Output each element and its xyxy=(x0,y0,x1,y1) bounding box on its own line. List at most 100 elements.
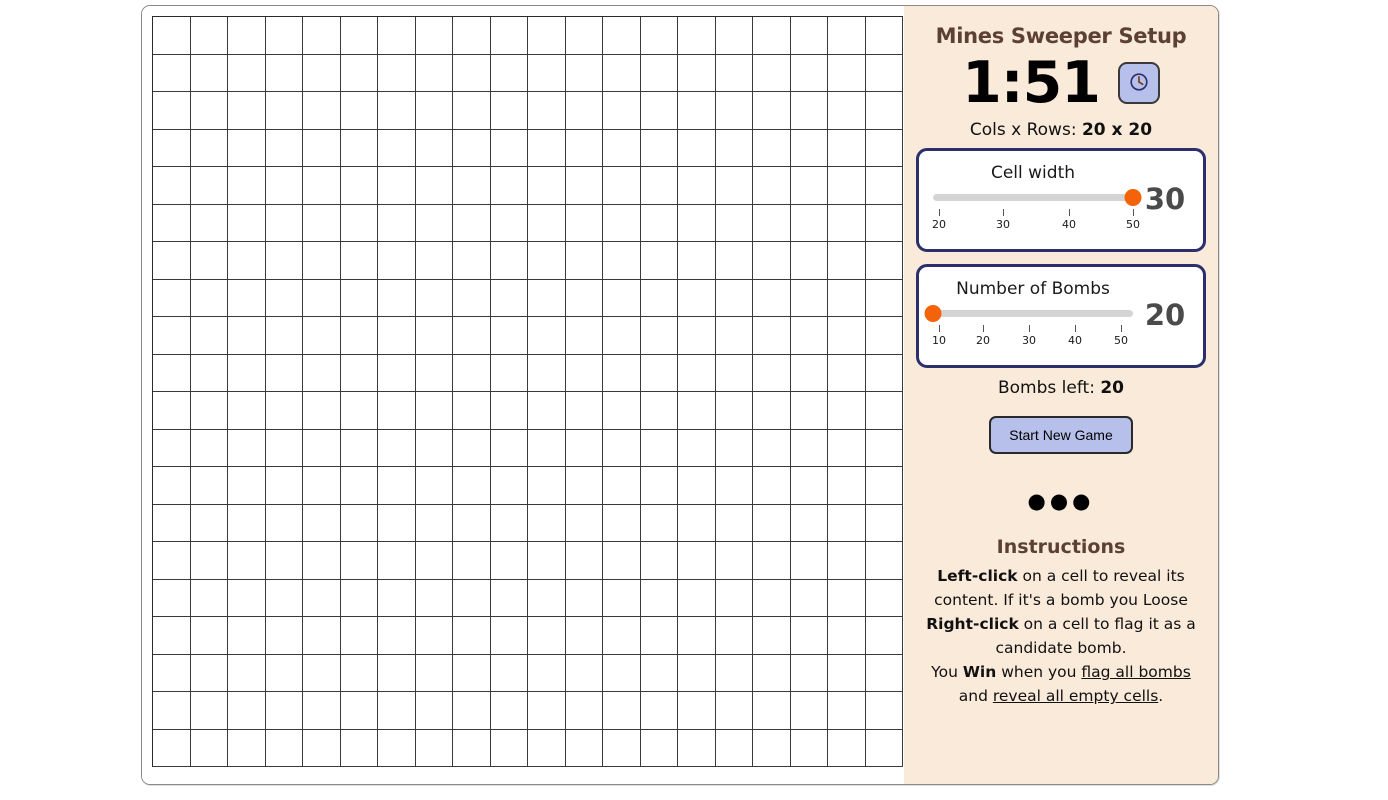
grid-cell[interactable] xyxy=(678,279,716,317)
grid-cell[interactable] xyxy=(640,504,678,542)
grid-cell[interactable] xyxy=(340,429,378,467)
grid-cell[interactable] xyxy=(190,354,228,392)
grid-cell[interactable] xyxy=(228,617,266,655)
grid-cell[interactable] xyxy=(640,729,678,767)
grid-cell[interactable] xyxy=(565,54,603,92)
grid-cell[interactable] xyxy=(265,17,303,55)
grid-cell[interactable] xyxy=(640,317,678,355)
grid-cell[interactable] xyxy=(340,92,378,130)
grid-cell[interactable] xyxy=(153,579,191,617)
grid-cell[interactable] xyxy=(640,129,678,167)
grid-cell[interactable] xyxy=(565,429,603,467)
grid-cell[interactable] xyxy=(678,504,716,542)
grid-cell[interactable] xyxy=(753,317,791,355)
grid-cell[interactable] xyxy=(790,54,828,92)
grid-cell[interactable] xyxy=(640,167,678,205)
grid-cell[interactable] xyxy=(640,354,678,392)
grid-cell[interactable] xyxy=(715,242,753,280)
grid-cell[interactable] xyxy=(865,692,903,730)
grid-cell[interactable] xyxy=(153,504,191,542)
grid-cell[interactable] xyxy=(715,54,753,92)
grid-cell[interactable] xyxy=(715,354,753,392)
grid-cell[interactable] xyxy=(640,204,678,242)
grid-cell[interactable] xyxy=(490,167,528,205)
grid-cell[interactable] xyxy=(865,579,903,617)
grid-cell[interactable] xyxy=(865,317,903,355)
grid-cell[interactable] xyxy=(453,467,491,505)
grid-cell[interactable] xyxy=(453,92,491,130)
grid-cell[interactable] xyxy=(715,167,753,205)
grid-cell[interactable] xyxy=(153,692,191,730)
grid-cell[interactable] xyxy=(190,617,228,655)
grid-cell[interactable] xyxy=(378,617,416,655)
grid-cell[interactable] xyxy=(303,129,341,167)
grid-cell[interactable] xyxy=(453,354,491,392)
grid-cell[interactable] xyxy=(790,167,828,205)
grid-cell[interactable] xyxy=(228,467,266,505)
grid-cell[interactable] xyxy=(828,617,866,655)
grid-cell[interactable] xyxy=(453,204,491,242)
grid-cell[interactable] xyxy=(490,692,528,730)
grid-cell[interactable] xyxy=(340,654,378,692)
grid-cell[interactable] xyxy=(790,504,828,542)
grid-cell[interactable] xyxy=(678,204,716,242)
grid-cell[interactable] xyxy=(828,242,866,280)
grid-cell[interactable] xyxy=(865,92,903,130)
grid-cell[interactable] xyxy=(828,692,866,730)
grid-cell[interactable] xyxy=(378,204,416,242)
grid-cell[interactable] xyxy=(265,392,303,430)
grid-cell[interactable] xyxy=(303,167,341,205)
grid-cell[interactable] xyxy=(565,392,603,430)
grid-cell[interactable] xyxy=(603,579,641,617)
grid-cell[interactable] xyxy=(153,242,191,280)
slider-track-number-of-bombs[interactable] xyxy=(933,310,1133,317)
grid-cell[interactable] xyxy=(828,354,866,392)
grid-cell[interactable] xyxy=(865,654,903,692)
grid-cell[interactable] xyxy=(490,204,528,242)
grid-cell[interactable] xyxy=(715,579,753,617)
grid-cell[interactable] xyxy=(378,242,416,280)
grid-cell[interactable] xyxy=(303,692,341,730)
slider-cell-width[interactable] xyxy=(933,189,1142,206)
grid-cell[interactable] xyxy=(640,279,678,317)
grid-cell[interactable] xyxy=(528,129,566,167)
grid-cell[interactable] xyxy=(265,429,303,467)
grid-cell[interactable] xyxy=(303,279,341,317)
grid-cell[interactable] xyxy=(640,692,678,730)
grid-cell[interactable] xyxy=(415,392,453,430)
grid-cell[interactable] xyxy=(190,692,228,730)
grid-cell[interactable] xyxy=(753,354,791,392)
grid-cell[interactable] xyxy=(715,617,753,655)
grid-cell[interactable] xyxy=(490,617,528,655)
grid-cell[interactable] xyxy=(190,542,228,580)
grid-cell[interactable] xyxy=(565,654,603,692)
grid-cell[interactable] xyxy=(303,729,341,767)
grid-cell[interactable] xyxy=(153,467,191,505)
grid-cell[interactable] xyxy=(453,392,491,430)
grid-cell[interactable] xyxy=(715,504,753,542)
grid-cell[interactable] xyxy=(490,504,528,542)
grid-cell[interactable] xyxy=(340,129,378,167)
grid-cell[interactable] xyxy=(603,542,641,580)
grid-cell[interactable] xyxy=(753,17,791,55)
grid-cell[interactable] xyxy=(790,279,828,317)
grid-cell[interactable] xyxy=(528,654,566,692)
grid-cell[interactable] xyxy=(753,92,791,130)
grid-cell[interactable] xyxy=(753,54,791,92)
grid-cell[interactable] xyxy=(453,317,491,355)
grid-cell[interactable] xyxy=(378,92,416,130)
grid-cell[interactable] xyxy=(378,167,416,205)
grid-cell[interactable] xyxy=(790,542,828,580)
grid-cell[interactable] xyxy=(265,729,303,767)
grid-cell[interactable] xyxy=(528,354,566,392)
grid-cell[interactable] xyxy=(415,54,453,92)
grid-cell[interactable] xyxy=(790,692,828,730)
grid-cell[interactable] xyxy=(640,579,678,617)
grid-cell[interactable] xyxy=(603,692,641,730)
grid-cell[interactable] xyxy=(190,729,228,767)
grid-cell[interactable] xyxy=(340,692,378,730)
grid-cell[interactable] xyxy=(153,542,191,580)
grid-cell[interactable] xyxy=(715,317,753,355)
grid-cell[interactable] xyxy=(528,242,566,280)
grid-cell[interactable] xyxy=(453,54,491,92)
